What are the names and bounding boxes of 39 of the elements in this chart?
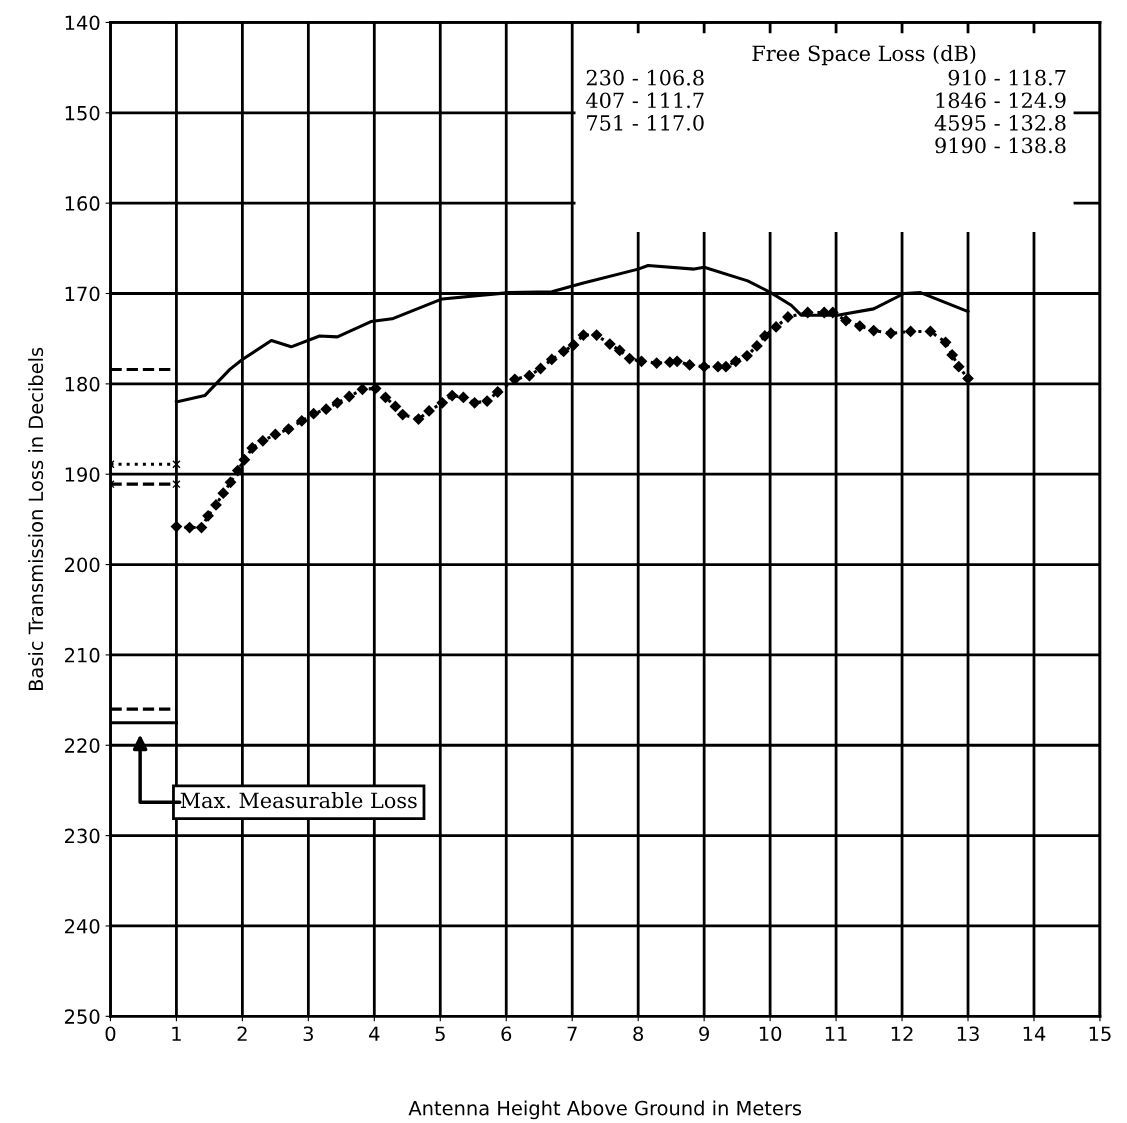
- annotation: 9190 - 138.8: [935, 137, 1066, 154]
- x-axis-title: Antenna Height Above Ground in Meters: [408, 1100, 802, 1120]
- x-tick-label: 6: [501, 1026, 512, 1042]
- y-tick-label: 200: [65, 557, 100, 573]
- y-tick-label: 190: [65, 467, 100, 482]
- annotation: 1846 - 124.9: [936, 92, 1066, 109]
- y-tick-label: 140: [65, 15, 100, 31]
- x-tick-label: 8: [633, 1026, 644, 1042]
- annotation: 407 - 111.7: [586, 92, 704, 109]
- x-tick-label: 15: [1089, 1026, 1111, 1042]
- y-tick-label: 250: [65, 1009, 100, 1024]
- annotation: Max. Measurable Loss: [180, 792, 417, 809]
- y-tick-label: 180: [65, 376, 100, 392]
- x-tick-label: 5: [435, 1026, 445, 1042]
- y-tick-label: 220: [65, 738, 100, 753]
- annotation: 910 - 118.7: [948, 69, 1066, 86]
- x-tick-label: 9: [699, 1026, 709, 1042]
- x-tick-label: 7: [567, 1026, 577, 1041]
- y-axis-title: Basic Transmission Loss in Decibels: [28, 347, 44, 690]
- y-tick-label: 210: [65, 647, 100, 663]
- x-tick-label: 1: [172, 1026, 181, 1041]
- y-tick-label: 230: [65, 828, 100, 844]
- y-tick-label: 170: [65, 286, 100, 302]
- x-tick-label: 2: [237, 1026, 247, 1041]
- x-tick-label: 4: [369, 1026, 380, 1041]
- annotation: Free Space Loss (dB): [752, 45, 976, 66]
- x-tick-label: 3: [303, 1026, 313, 1042]
- x-tick-label: 14: [1023, 1026, 1046, 1041]
- y-tick-label: 150: [65, 105, 100, 121]
- x-tick-label: 0: [105, 1026, 116, 1042]
- x-tick-label: 11: [825, 1026, 847, 1041]
- y-tick-label: 160: [65, 196, 100, 211]
- y-tick-label: 240: [65, 918, 100, 934]
- annotation: 4595 - 132.8: [934, 114, 1066, 131]
- x-tick-label: 12: [891, 1026, 913, 1041]
- x-tick-label: 10: [759, 1026, 782, 1042]
- x-tick-label: 13: [957, 1026, 979, 1042]
- annotation: 751 - 117.0: [587, 114, 704, 131]
- annotation: 230 - 106.8: [586, 69, 704, 86]
